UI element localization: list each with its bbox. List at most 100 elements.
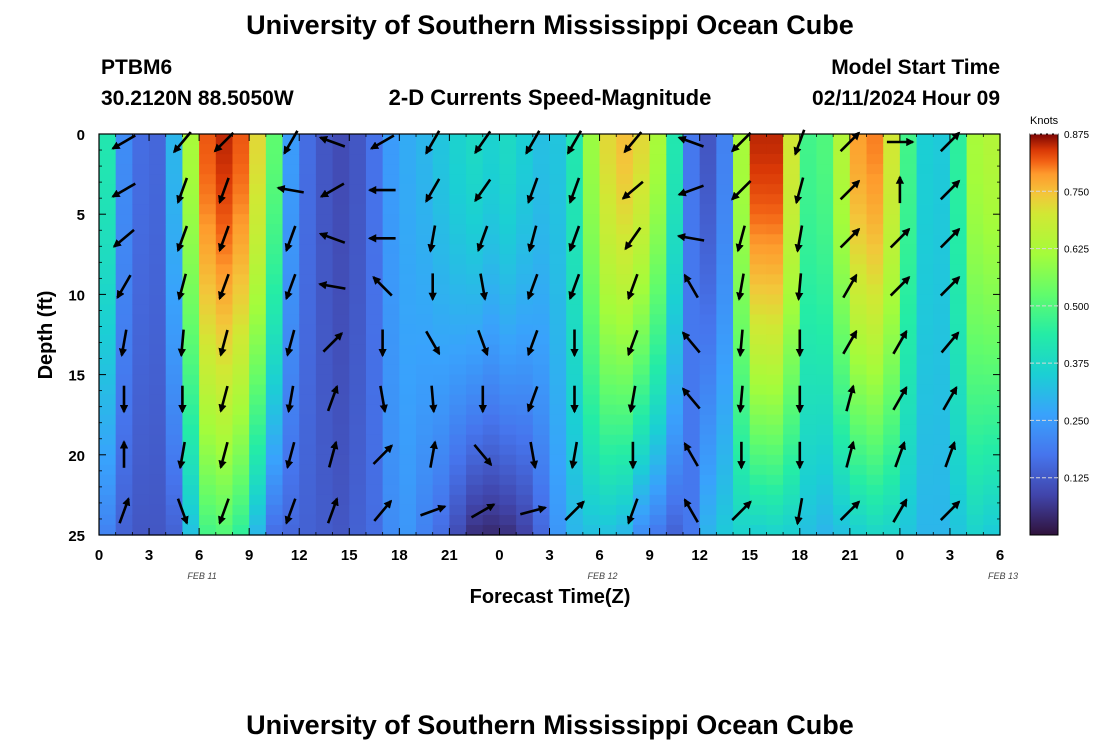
heatmap-cell [866, 504, 884, 516]
heatmap-cell [466, 424, 484, 436]
heatmap-cell [632, 304, 651, 316]
heatmap-cell [983, 324, 1001, 336]
heatmap-cell [149, 474, 167, 486]
heatmap-cell [699, 524, 717, 536]
heatmap-cell [983, 494, 1001, 506]
heatmap-cell [249, 434, 267, 446]
heatmap-cell [349, 454, 367, 466]
heatmap-cell [682, 154, 701, 165]
heatmap-cell [599, 474, 617, 486]
heatmap-cell [516, 294, 534, 306]
heatmap-cell [916, 264, 934, 275]
heatmap-cell [783, 304, 801, 316]
heatmap-cell [749, 354, 768, 366]
heatmap-cell [365, 144, 384, 155]
heatmap-cell [182, 464, 200, 476]
heatmap-cell [883, 394, 901, 406]
heatmap-cell [549, 314, 567, 326]
heatmap-cell [916, 194, 934, 205]
x-tick-label: 6 [195, 547, 203, 564]
heatmap-cell [99, 164, 117, 175]
heatmap-cell [232, 384, 250, 396]
heatmap-cell [416, 294, 434, 306]
heatmap-cell [99, 304, 117, 316]
heatmap-cell [749, 174, 768, 185]
heatmap-cell [833, 494, 851, 506]
heatmap-cell [182, 154, 200, 165]
heatmap-cell [299, 254, 317, 265]
heatmap-cell [349, 414, 367, 426]
heatmap-cell [716, 194, 734, 205]
heatmap-cell [332, 374, 350, 386]
heatmap-cell [632, 254, 651, 265]
heatmap-cell [232, 454, 250, 466]
heatmap-cell [199, 274, 217, 285]
heatmap-cell [382, 244, 400, 255]
heatmap-cell [516, 154, 534, 165]
heatmap-cell [416, 174, 434, 185]
heatmap-cell [482, 374, 501, 386]
heatmap-cell [232, 174, 250, 185]
heatmap-cell [799, 294, 818, 306]
heatmap-cell [115, 254, 133, 265]
heatmap-cell [682, 334, 701, 346]
y-tick-label: 25 [68, 528, 85, 545]
current-vector-arrow [176, 177, 189, 204]
heatmap-cell [783, 384, 801, 396]
heatmap-cell [349, 214, 367, 225]
current-vector-arrow [681, 387, 701, 410]
heatmap-cell [532, 494, 551, 506]
heatmap-cell [682, 254, 701, 265]
heatmap-cell [432, 264, 450, 275]
heatmap-cell [149, 484, 167, 496]
heatmap-cell [466, 214, 484, 225]
heatmap-cell [365, 414, 384, 426]
heatmap-cell [866, 164, 884, 175]
heatmap-cell [582, 414, 601, 426]
heatmap-cell [499, 334, 517, 346]
heatmap-cell [799, 164, 818, 175]
heatmap-cell [883, 444, 901, 456]
current-vector-arrow [892, 498, 908, 523]
heatmap-cell [616, 284, 634, 295]
heatmap-cell [849, 384, 868, 396]
heatmap-cell [666, 434, 684, 446]
heatmap-cell [883, 494, 901, 506]
heatmap-cell [132, 264, 150, 275]
heatmap-cell [249, 144, 267, 155]
heatmap-cell [532, 194, 551, 205]
heatmap-cell [332, 214, 350, 225]
heatmap-cell [382, 284, 400, 295]
current-vector-arrow [569, 441, 579, 470]
current-vector-arrow [318, 135, 346, 148]
heatmap-cell [149, 144, 167, 155]
heatmap-cell [966, 224, 984, 235]
heatmap-cell [516, 264, 534, 275]
heatmap-cell [265, 134, 284, 145]
heatmap-cell [983, 474, 1001, 486]
heatmap-cell [232, 154, 250, 165]
heatmap-cell [332, 204, 350, 215]
heatmap-cell [966, 144, 984, 155]
heatmap-cell [416, 154, 434, 165]
heatmap-cell [115, 304, 133, 316]
footer-title: University of Southern Mississippi Ocean… [246, 710, 854, 740]
heatmap-cell [315, 194, 334, 205]
heatmap-cell [299, 434, 317, 446]
heatmap-cell [132, 364, 150, 376]
heatmap-cell [499, 274, 517, 285]
heatmap-cell [566, 474, 584, 486]
heatmap-cell [199, 234, 217, 245]
heatmap-cell [899, 154, 918, 165]
heatmap-cell [883, 194, 901, 205]
heatmap-cell [682, 284, 701, 295]
heatmap-cell [632, 334, 651, 346]
heatmap-cell [766, 264, 784, 275]
x-tick-label: 12 [691, 547, 708, 564]
heatmap-cell [616, 264, 634, 275]
heatmap-cell [716, 314, 734, 326]
heatmap-cell [399, 324, 417, 336]
heatmap-cell [149, 324, 167, 336]
heatmap-cell [532, 234, 551, 245]
heatmap-cell [666, 514, 684, 526]
